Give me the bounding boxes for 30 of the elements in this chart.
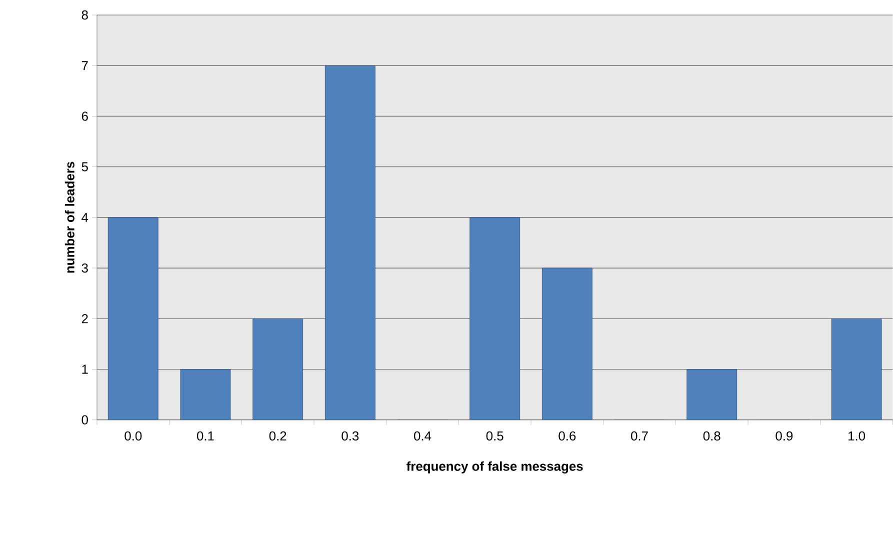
x-tick-label: 0.8 bbox=[703, 431, 720, 441]
x-tick-label: 0.9 bbox=[776, 431, 793, 441]
y-tick-label: 7 bbox=[82, 61, 88, 70]
bar bbox=[324, 65, 376, 420]
y-tick-label: 0 bbox=[82, 415, 88, 425]
x-tick-label: 0.1 bbox=[196, 431, 214, 441]
x-tick-label: 0.4 bbox=[414, 431, 432, 441]
x-tick-label: 0.0 bbox=[124, 431, 142, 441]
y-tick-label: 8 bbox=[82, 10, 88, 20]
y-tick-label: 6 bbox=[82, 112, 88, 121]
x-tick-label: 1.0 bbox=[848, 431, 866, 441]
bar bbox=[686, 369, 738, 420]
y-axis-title: number of leaders bbox=[64, 162, 74, 273]
x-tick-label: 0.5 bbox=[486, 431, 504, 441]
y-tick-label: 3 bbox=[82, 264, 88, 273]
bar bbox=[180, 369, 231, 420]
y-tick-label: 4 bbox=[82, 213, 88, 222]
bar bbox=[108, 217, 158, 420]
bar bbox=[831, 318, 882, 420]
bar bbox=[470, 217, 520, 420]
y-tick-label: 1 bbox=[82, 364, 88, 374]
x-axis-title: frequency of false messages bbox=[406, 461, 583, 474]
x-tick-label: 0.7 bbox=[631, 431, 648, 441]
bar bbox=[542, 268, 592, 420]
y-tick-label: 5 bbox=[82, 162, 88, 172]
x-tick-label: 0.3 bbox=[342, 431, 359, 441]
x-tick-label: 0.2 bbox=[269, 431, 286, 441]
bar bbox=[252, 318, 304, 420]
y-tick-label: 2 bbox=[82, 314, 88, 324]
x-tick-label: 0.6 bbox=[558, 431, 576, 441]
